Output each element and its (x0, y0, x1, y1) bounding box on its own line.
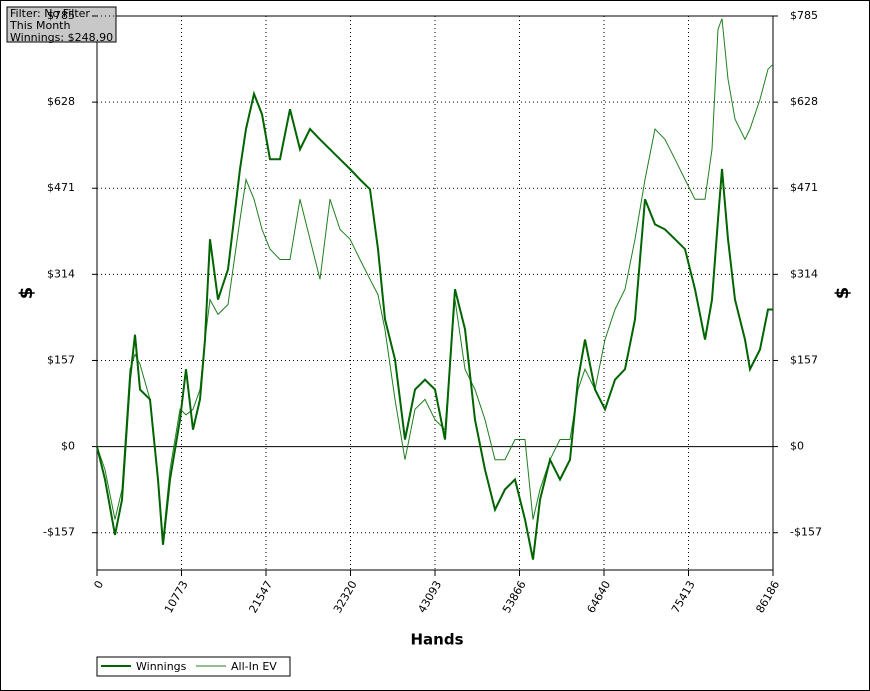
y-tick-label: $785 (47, 9, 75, 22)
y2-tick-label: $157 (790, 353, 818, 366)
y-tick-label: $314 (47, 267, 75, 280)
y2-tick-label: $0 (790, 440, 804, 453)
y2-tick-label: $785 (790, 9, 818, 22)
info-line: This Month (9, 19, 70, 32)
y-tick-label: $157 (47, 353, 75, 366)
y2-tick-label: -$157 (790, 526, 822, 539)
x-axis-label: Hands (410, 631, 463, 649)
info-line: Winnings: $248.90 (10, 31, 113, 44)
legend-label: All-In EV (231, 660, 277, 673)
y2-axis-label: $ (832, 287, 853, 300)
y2-tick-label: $471 (790, 181, 818, 194)
y2-tick-label: $314 (790, 267, 818, 280)
series-line (96, 18, 774, 540)
info-line: Filter: No Filter (10, 7, 90, 20)
y-tick-label: $471 (47, 181, 75, 194)
y-axis-label: $ (16, 287, 37, 300)
y-tick-label: $0 (61, 440, 75, 453)
y-tick-label: $628 (47, 95, 75, 108)
y-tick-label: -$157 (43, 526, 75, 539)
legend (96, 656, 291, 677)
info-box (6, 6, 117, 43)
y2-tick-label: $628 (790, 95, 818, 108)
legend-label: Winnings (136, 660, 187, 673)
series-line (96, 90, 773, 560)
